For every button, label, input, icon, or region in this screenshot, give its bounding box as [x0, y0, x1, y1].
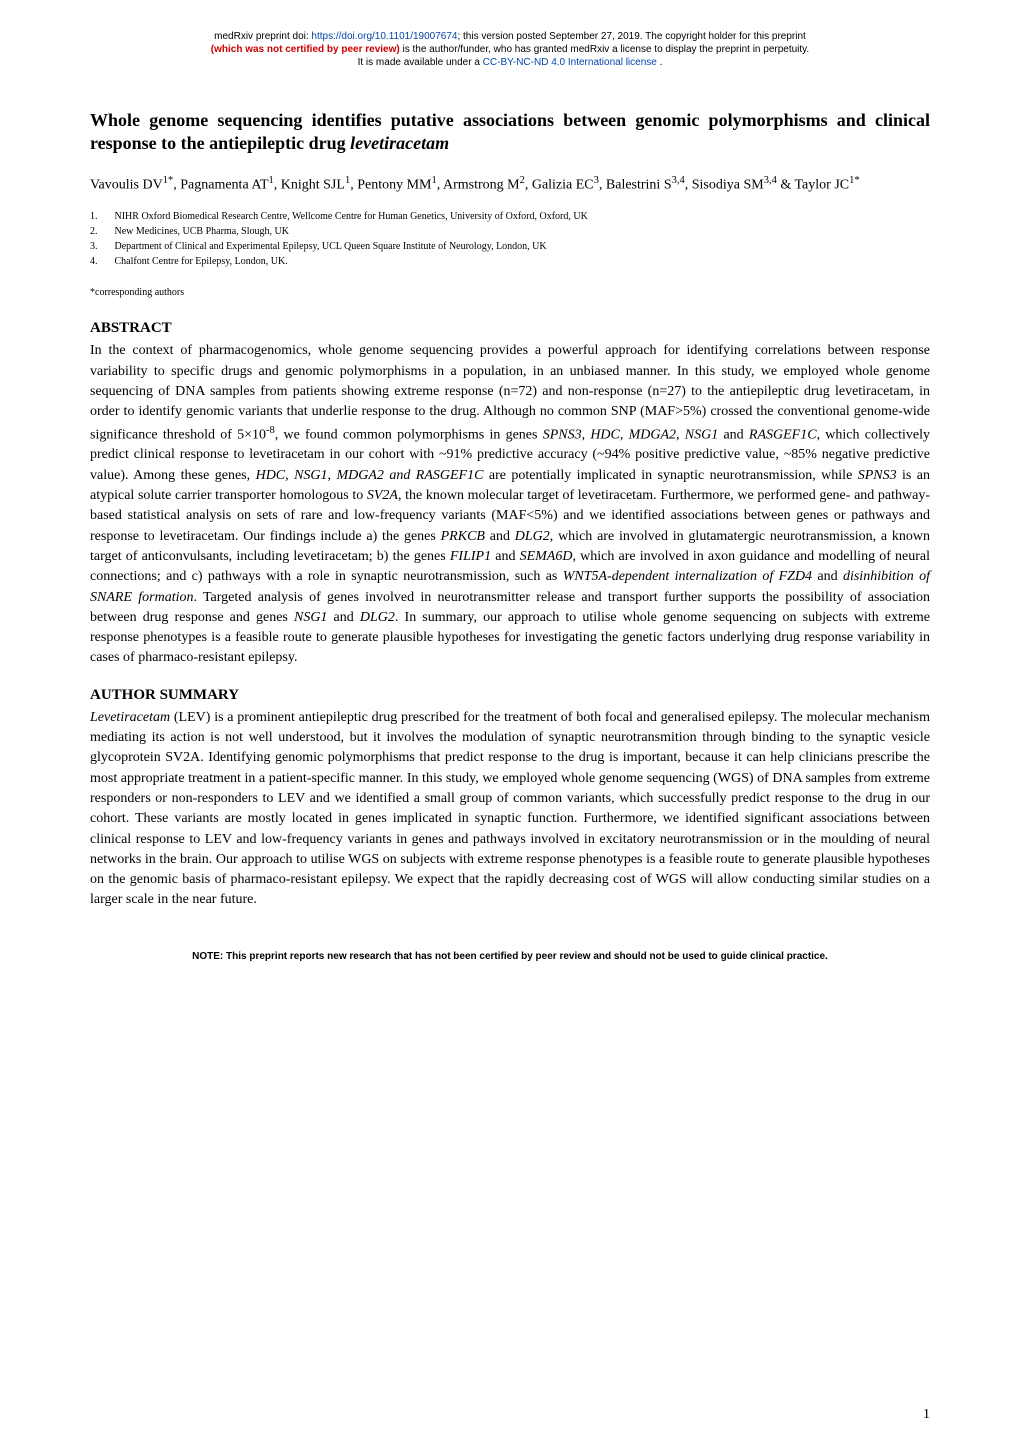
- preprint-line-2: (which was not certified by peer review)…: [90, 43, 930, 56]
- paper-title: Whole genome sequencing identifies putat…: [90, 109, 930, 156]
- affiliation-num: 4.: [90, 254, 112, 269]
- title-main: Whole genome sequencing identifies putat…: [90, 110, 930, 153]
- preprint-header: medRxiv preprint doi: https://doi.org/10…: [90, 30, 930, 69]
- author-summary-body: Levetiracetam (LEV) is a prominent antie…: [90, 708, 930, 911]
- affiliation-text: Department of Clinical and Experimental …: [115, 241, 547, 252]
- preprint-line-2-rest: is the author/funder, who has granted me…: [400, 44, 810, 55]
- preprint-prefix: medRxiv preprint doi:: [214, 31, 311, 42]
- author-list: Vavoulis DV1*, Pagnamenta AT1, Knight SJ…: [90, 174, 930, 196]
- preprint-suffix-1: ; this version posted September 27, 2019…: [457, 31, 805, 42]
- page-number: 1: [923, 1407, 930, 1423]
- preprint-line-3: It is made available under a CC-BY-NC-ND…: [90, 56, 930, 69]
- license-prefix: It is made available under a: [358, 57, 483, 68]
- footer-preprint-note: NOTE: This preprint reports new research…: [90, 951, 930, 962]
- title-drug-name: levetiracetam: [350, 133, 449, 153]
- corresponding-note: *corresponding authors: [90, 287, 930, 298]
- abstract-heading: ABSTRACT: [90, 320, 930, 337]
- affiliation-text: New Medicines, UCB Pharma, Slough, UK: [115, 226, 289, 237]
- affiliation-num: 1.: [90, 209, 112, 224]
- affiliation-row: 1. NIHR Oxford Biomedical Research Centr…: [90, 209, 930, 224]
- preprint-line-1: medRxiv preprint doi: https://doi.org/10…: [90, 30, 930, 43]
- license-suffix: .: [657, 57, 663, 68]
- page-container: medRxiv preprint doi: https://doi.org/10…: [0, 0, 1020, 1443]
- affiliation-num: 2.: [90, 224, 112, 239]
- author-summary-heading: AUTHOR SUMMARY: [90, 687, 930, 704]
- affiliation-text: NIHR Oxford Biomedical Research Centre, …: [115, 211, 588, 222]
- affiliation-row: 2. New Medicines, UCB Pharma, Slough, UK: [90, 224, 930, 239]
- affiliation-row: 4. Chalfont Centre for Epilepsy, London,…: [90, 254, 930, 269]
- affiliation-row: 3. Department of Clinical and Experiment…: [90, 239, 930, 254]
- affiliation-num: 3.: [90, 239, 112, 254]
- abstract-body: In the context of pharmacogenomics, whol…: [90, 341, 930, 668]
- doi-link[interactable]: https://doi.org/10.1101/19007674: [311, 31, 457, 42]
- affiliation-list: 1. NIHR Oxford Biomedical Research Centr…: [90, 209, 930, 269]
- affiliation-text: Chalfont Centre for Epilepsy, London, UK…: [115, 256, 288, 267]
- cc-license-link[interactable]: CC-BY-NC-ND 4.0 International license: [483, 57, 657, 68]
- peer-review-warning: (which was not certified by peer review): [211, 44, 400, 55]
